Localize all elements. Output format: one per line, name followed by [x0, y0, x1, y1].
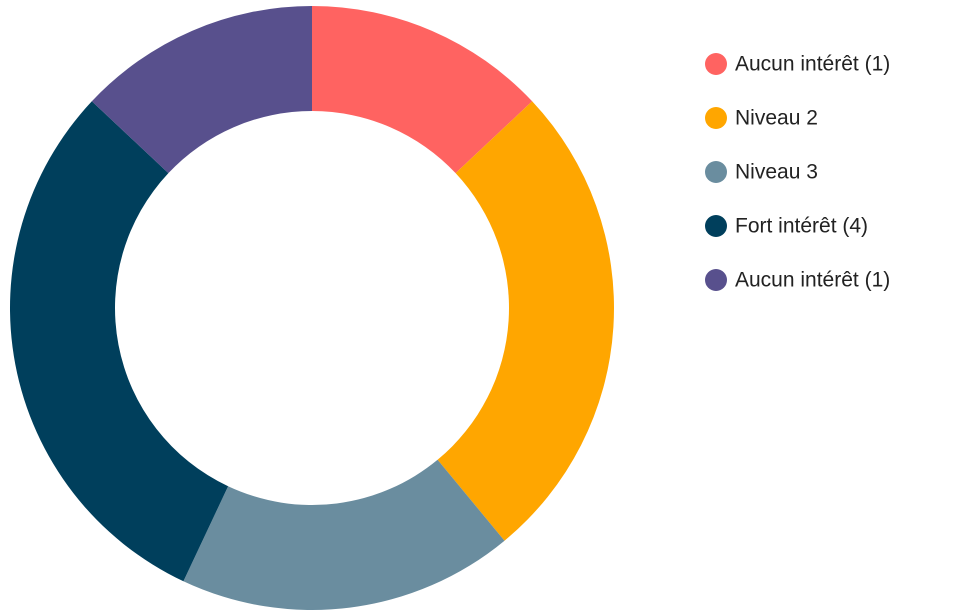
legend-marker: [705, 53, 727, 75]
legend-label: Niveau 2: [735, 107, 818, 130]
legend-label: Niveau 3: [735, 161, 818, 184]
donut-slice: [91, 6, 312, 174]
legend-marker: [705, 215, 727, 237]
legend-label: Fort intérêt (4): [735, 215, 868, 238]
donut-slice: [437, 101, 614, 541]
donut-slice: [183, 459, 505, 610]
legend-marker: [705, 161, 727, 183]
legend-marker: [705, 107, 727, 129]
legend-marker: [705, 269, 727, 291]
donut-slice: [312, 6, 533, 174]
donut-slice: [9, 101, 229, 582]
legend-label: Aucun intérêt (1): [735, 53, 890, 76]
legend-label: Aucun intérêt (1): [735, 269, 890, 292]
